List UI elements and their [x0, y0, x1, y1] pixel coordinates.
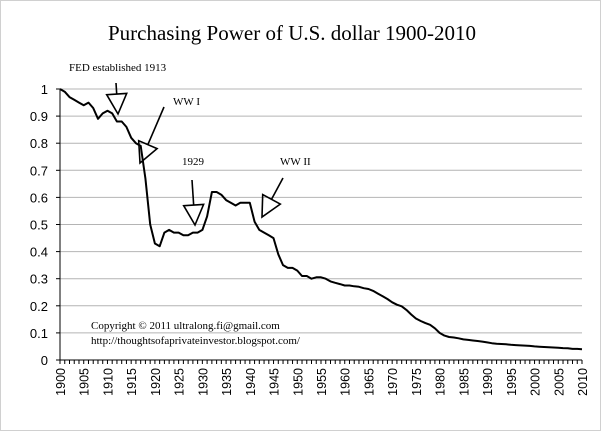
data-series-line [59, 88, 583, 351]
y-tick-label: 0.7 [30, 163, 48, 178]
y-tick-label: 0.1 [30, 326, 48, 341]
x-tick-label: 1960 [339, 368, 353, 396]
y-tick-label: 0.2 [30, 299, 48, 314]
x-tick-label: 1915 [125, 368, 139, 396]
x-tick-labels: 1900 1905 1910 1915 1920 1925 1930 1935 1940 1945… [54, 368, 590, 396]
arrow-ww2-shaft [270, 177, 284, 200]
y-tick-label: 0.8 [30, 136, 48, 151]
x-tick-label: 1970 [386, 368, 400, 396]
annotation-ww1-label: WW I [173, 96, 200, 108]
x-tick-label: 1990 [481, 368, 495, 396]
y-tick-label: 0.9 [30, 109, 48, 124]
x-tick-label: 1965 [362, 368, 376, 396]
arrow-ww1-shaft [147, 106, 165, 145]
arrow-1929-head [182, 203, 205, 227]
x-tick-label: 1955 [315, 368, 329, 396]
arrow-ww1-head [137, 139, 159, 165]
x-tick-label: 1985 [457, 368, 471, 396]
x-tick-label: 1945 [268, 368, 282, 396]
x-tick-label: 2000 [529, 368, 543, 396]
axes [56, 88, 583, 364]
x-tick-label: 1935 [220, 368, 234, 396]
x-tick-label: 1980 [434, 368, 448, 396]
x-tick-label: 1910 [101, 368, 115, 396]
arrow-1929-shaft [191, 179, 195, 206]
annotation-1929-label: 1929 [182, 156, 205, 168]
chart-title: Purchasing Power of U.S. dollar 1900-201… [108, 21, 476, 45]
y-tick-label: 0.3 [30, 272, 48, 287]
y-tick-label: 0.6 [30, 190, 48, 205]
x-tick-label: 1975 [410, 368, 424, 396]
annotation-fed-label: FED established 1913 [69, 62, 167, 74]
arrow-ww2-head [261, 193, 282, 219]
x-tick-label: 1920 [149, 368, 163, 396]
series-layer [59, 88, 583, 351]
y-tick-labels: 0 0.1 0.2 0.3 0.4 0.5 0.6 0.7 0.8 0.9 1 [30, 82, 48, 368]
x-tick-label: 1925 [173, 368, 187, 396]
y-tick-label: 0.4 [30, 245, 48, 260]
x-tick-label: 2010 [576, 368, 590, 396]
copyright-text: Copyright © 2011 ultralong.fi@gmail.com [91, 320, 280, 332]
website-text: http://thoughtsofaprivateinvestor.blogsp… [91, 335, 301, 347]
annotation-arrows [105, 82, 284, 227]
x-tick-label: 1940 [244, 368, 258, 396]
x-tick-label: 2005 [552, 368, 566, 396]
arrow-fed-shaft [115, 82, 118, 95]
x-tick-label: 1950 [291, 368, 305, 396]
y-tick-label: 0 [41, 353, 48, 368]
y-tick-label: 0.5 [30, 218, 48, 233]
gridlines [60, 88, 582, 334]
x-tick-label: 1930 [196, 368, 210, 396]
arrow-fed-head [105, 92, 128, 116]
annotation-ww2-label: WW II [280, 156, 311, 168]
x-tick-label: 1905 [78, 368, 92, 396]
x-tick-label: 1995 [505, 368, 519, 396]
x-tick-label: 1900 [54, 368, 68, 396]
y-tick-label: 1 [41, 82, 48, 97]
